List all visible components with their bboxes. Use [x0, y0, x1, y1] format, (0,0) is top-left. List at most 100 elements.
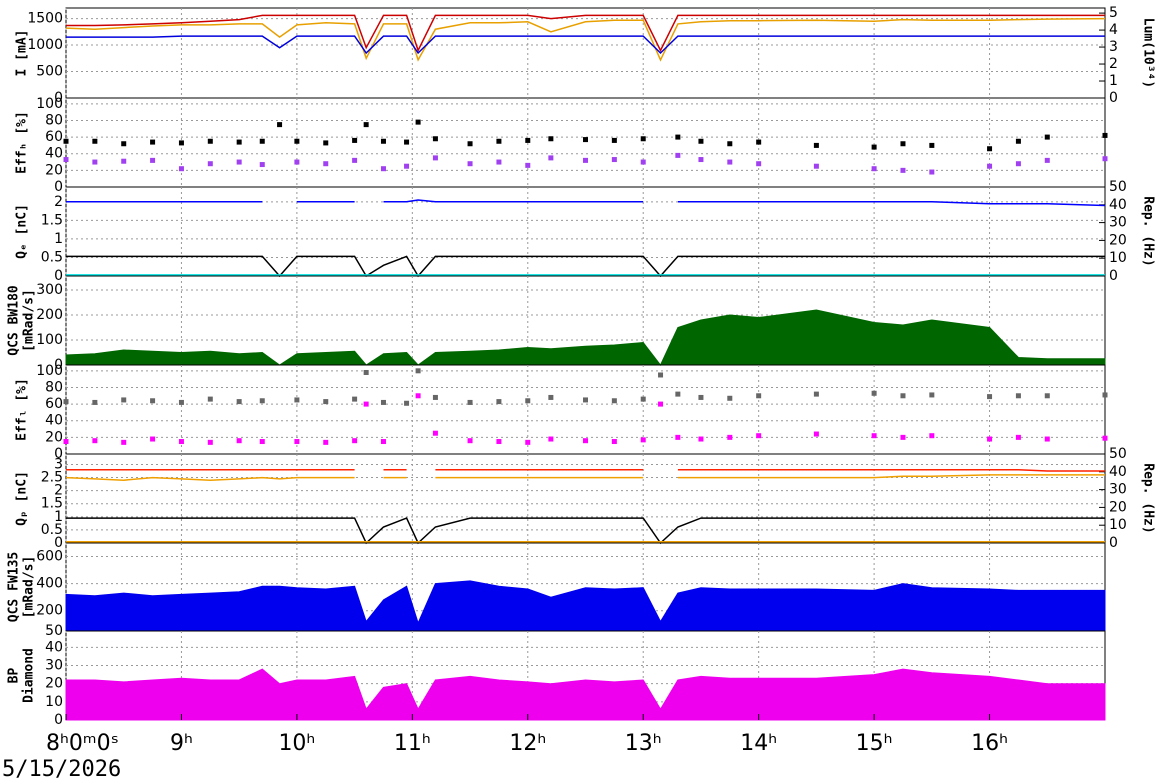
point: [150, 436, 156, 442]
y-tick-label: 20: [45, 676, 63, 692]
y-axis-label: Effₗ [%]: [15, 378, 30, 441]
y2-axis-label: Rep. (Hz): [1141, 196, 1156, 266]
point: [871, 166, 877, 172]
point: [756, 161, 762, 167]
point: [756, 393, 762, 399]
point: [432, 136, 438, 142]
point: [548, 155, 554, 161]
y-tick-label: 20: [45, 162, 63, 178]
point: [294, 439, 300, 445]
y-axis-label: QCS FW135: [7, 552, 22, 622]
y-tick-label: 3: [54, 456, 63, 472]
y-tick-label: 300: [36, 282, 63, 298]
point: [813, 163, 819, 169]
y-tick-label: 40: [45, 146, 63, 162]
point: [415, 393, 421, 399]
point: [611, 137, 617, 143]
point: [294, 159, 300, 165]
y2-axis-label: Lum(10³⁴): [1141, 18, 1156, 88]
point: [277, 122, 283, 128]
point: [236, 438, 242, 444]
y2-tick-label: 4: [1109, 22, 1118, 38]
y2-tick-label: 0: [1109, 90, 1118, 106]
point: [352, 438, 358, 444]
point: [380, 399, 386, 405]
point: [525, 439, 531, 445]
x-tick-label: 11ʰ: [394, 731, 431, 756]
y-tick-label: 100: [36, 96, 63, 112]
point: [1044, 134, 1050, 140]
point: [259, 439, 265, 445]
point: [467, 141, 473, 147]
point: [525, 162, 531, 168]
point: [363, 122, 369, 128]
point: [352, 396, 358, 402]
x-tick-label: 13ʰ: [625, 731, 662, 756]
y-tick-label: 0.5: [41, 522, 63, 538]
y2-tick-label: 20: [1109, 499, 1127, 515]
y-tick-label: 0: [54, 268, 63, 284]
point: [404, 400, 410, 406]
y-tick-label: 1.5: [41, 212, 63, 228]
y-tick-label: 0: [54, 712, 63, 728]
y-tick-label: 40: [45, 413, 63, 429]
point: [900, 141, 906, 147]
point: [63, 157, 69, 163]
point: [900, 434, 906, 440]
y-tick-label: 2: [54, 483, 63, 499]
y-tick-label: 10: [45, 694, 63, 710]
point: [1044, 157, 1050, 163]
y-axis-label: Diamond: [22, 648, 37, 703]
y-tick-label: 20: [45, 429, 63, 445]
y-tick-label: 0: [54, 179, 63, 195]
point: [640, 437, 646, 443]
x-tick-label: 9ʰ: [170, 731, 193, 756]
point: [900, 167, 906, 173]
point: [63, 439, 69, 445]
y2-tick-label: 10: [1109, 517, 1127, 533]
point: [415, 368, 421, 374]
y-tick-label: 2: [54, 194, 63, 210]
date-label: 5/15/2026: [2, 757, 121, 782]
point: [698, 436, 704, 442]
y-tick-label: 0: [54, 535, 63, 551]
point: [467, 161, 473, 167]
point: [352, 157, 358, 163]
series-line: [65, 474, 1105, 481]
point: [467, 438, 473, 444]
point: [548, 394, 554, 400]
x-tick-label: 10ʰ: [278, 731, 315, 756]
point: [548, 136, 554, 142]
point: [548, 436, 554, 442]
y-tick-label: 1.5: [41, 496, 63, 512]
point: [259, 398, 265, 404]
point: [611, 439, 617, 445]
y2-tick-label: 3: [1109, 39, 1118, 55]
point: [900, 393, 906, 399]
point: [987, 163, 993, 169]
point: [640, 396, 646, 402]
series-line: [66, 517, 1105, 545]
point: [150, 139, 156, 145]
y-tick-label: 2.5: [41, 470, 63, 486]
series-line: [66, 35, 1105, 55]
y-tick-label: 40: [45, 639, 63, 655]
y-tick-label: 1: [54, 509, 63, 525]
y-axis-label: [mRad/s]: [22, 289, 37, 352]
point: [987, 436, 993, 442]
point: [496, 439, 502, 445]
y-tick-label: 0: [54, 90, 63, 106]
point: [583, 157, 588, 163]
point: [1102, 132, 1108, 138]
point: [467, 399, 473, 405]
y-tick-label: 80: [45, 379, 63, 395]
y2-tick-label: 0: [1109, 268, 1118, 284]
point: [987, 394, 993, 400]
point: [432, 155, 438, 161]
point: [121, 158, 127, 164]
y-tick-label: 200: [36, 307, 63, 323]
point: [432, 430, 438, 436]
y-tick-label: 50: [45, 623, 63, 639]
series-area: [65, 668, 1106, 721]
